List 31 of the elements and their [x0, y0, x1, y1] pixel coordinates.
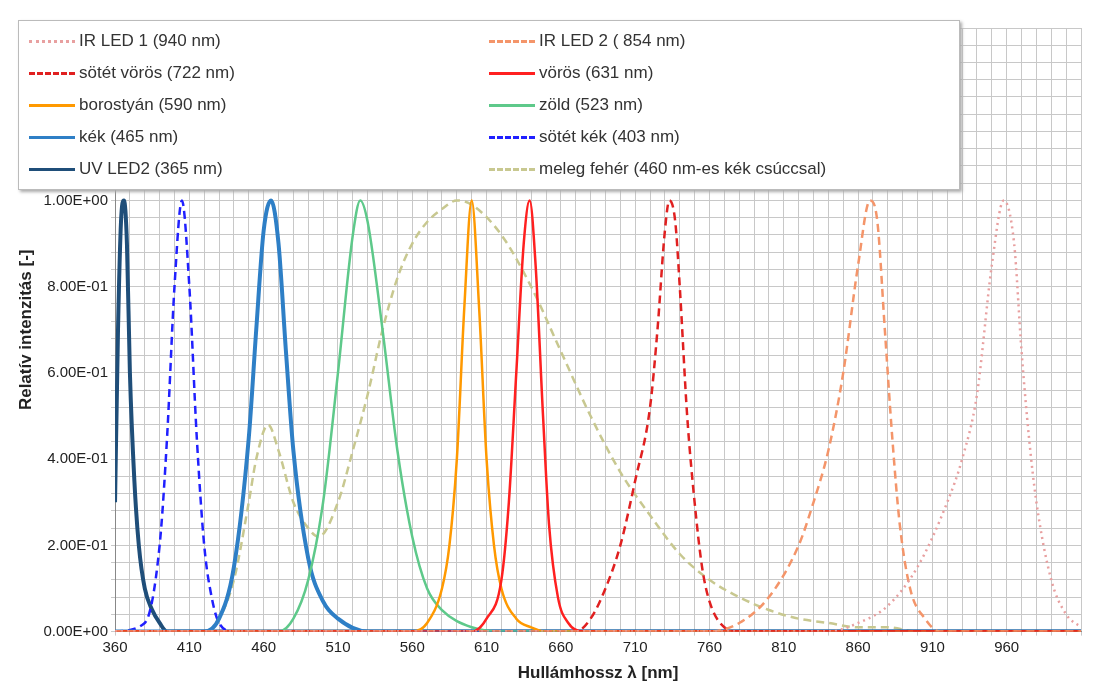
y-tick-label: 6.00E-01	[47, 363, 109, 381]
x-tick-label: 860	[845, 637, 871, 655]
legend-label: sötét kék (403 nm)	[539, 127, 680, 147]
legend-label: sötét vörös (722 nm)	[79, 63, 235, 83]
legend-label: IR LED 2 ( 854 nm)	[539, 31, 686, 51]
x-tick-label: 760	[696, 637, 722, 655]
x-tick-label: 710	[622, 637, 648, 655]
y-tick-label: 1.00E+00	[43, 190, 109, 208]
legend-label: IR LED 1 (940 nm)	[79, 31, 221, 51]
y-tick-label: 8.00E-01	[47, 276, 109, 294]
legend-label: kék (465 nm)	[79, 127, 179, 147]
x-axis-title: Hullámhossz λ [nm]	[517, 663, 679, 683]
x-tick-label: 460	[251, 637, 277, 655]
y-tick-label: 2.00E-01	[47, 535, 109, 553]
x-tick-label: 910	[919, 637, 945, 655]
legend-label: meleg fehér (460 nm-es kék csúccsal)	[539, 159, 827, 179]
legend-label: vörös (631 nm)	[539, 63, 654, 83]
x-tick-label: 410	[176, 637, 202, 655]
legend-label: borostyán (590 nm)	[79, 95, 227, 115]
x-tick-label: 810	[771, 637, 797, 655]
x-tick-label: 360	[102, 637, 128, 655]
legend-label: zöld (523 nm)	[539, 95, 643, 115]
x-tick-label: 560	[399, 637, 425, 655]
x-tick-label: 510	[325, 637, 351, 655]
y-tick-label: 0.00E+00	[43, 621, 109, 639]
y-axis-title: Relatív intenzitás [-]	[15, 249, 35, 411]
x-tick-label: 610	[474, 637, 500, 655]
y-tick-label: 4.00E-01	[47, 449, 109, 467]
legend-label: UV LED2 (365 nm)	[79, 159, 223, 179]
x-tick-label: 960	[994, 637, 1020, 655]
x-tick-label: 660	[548, 637, 574, 655]
